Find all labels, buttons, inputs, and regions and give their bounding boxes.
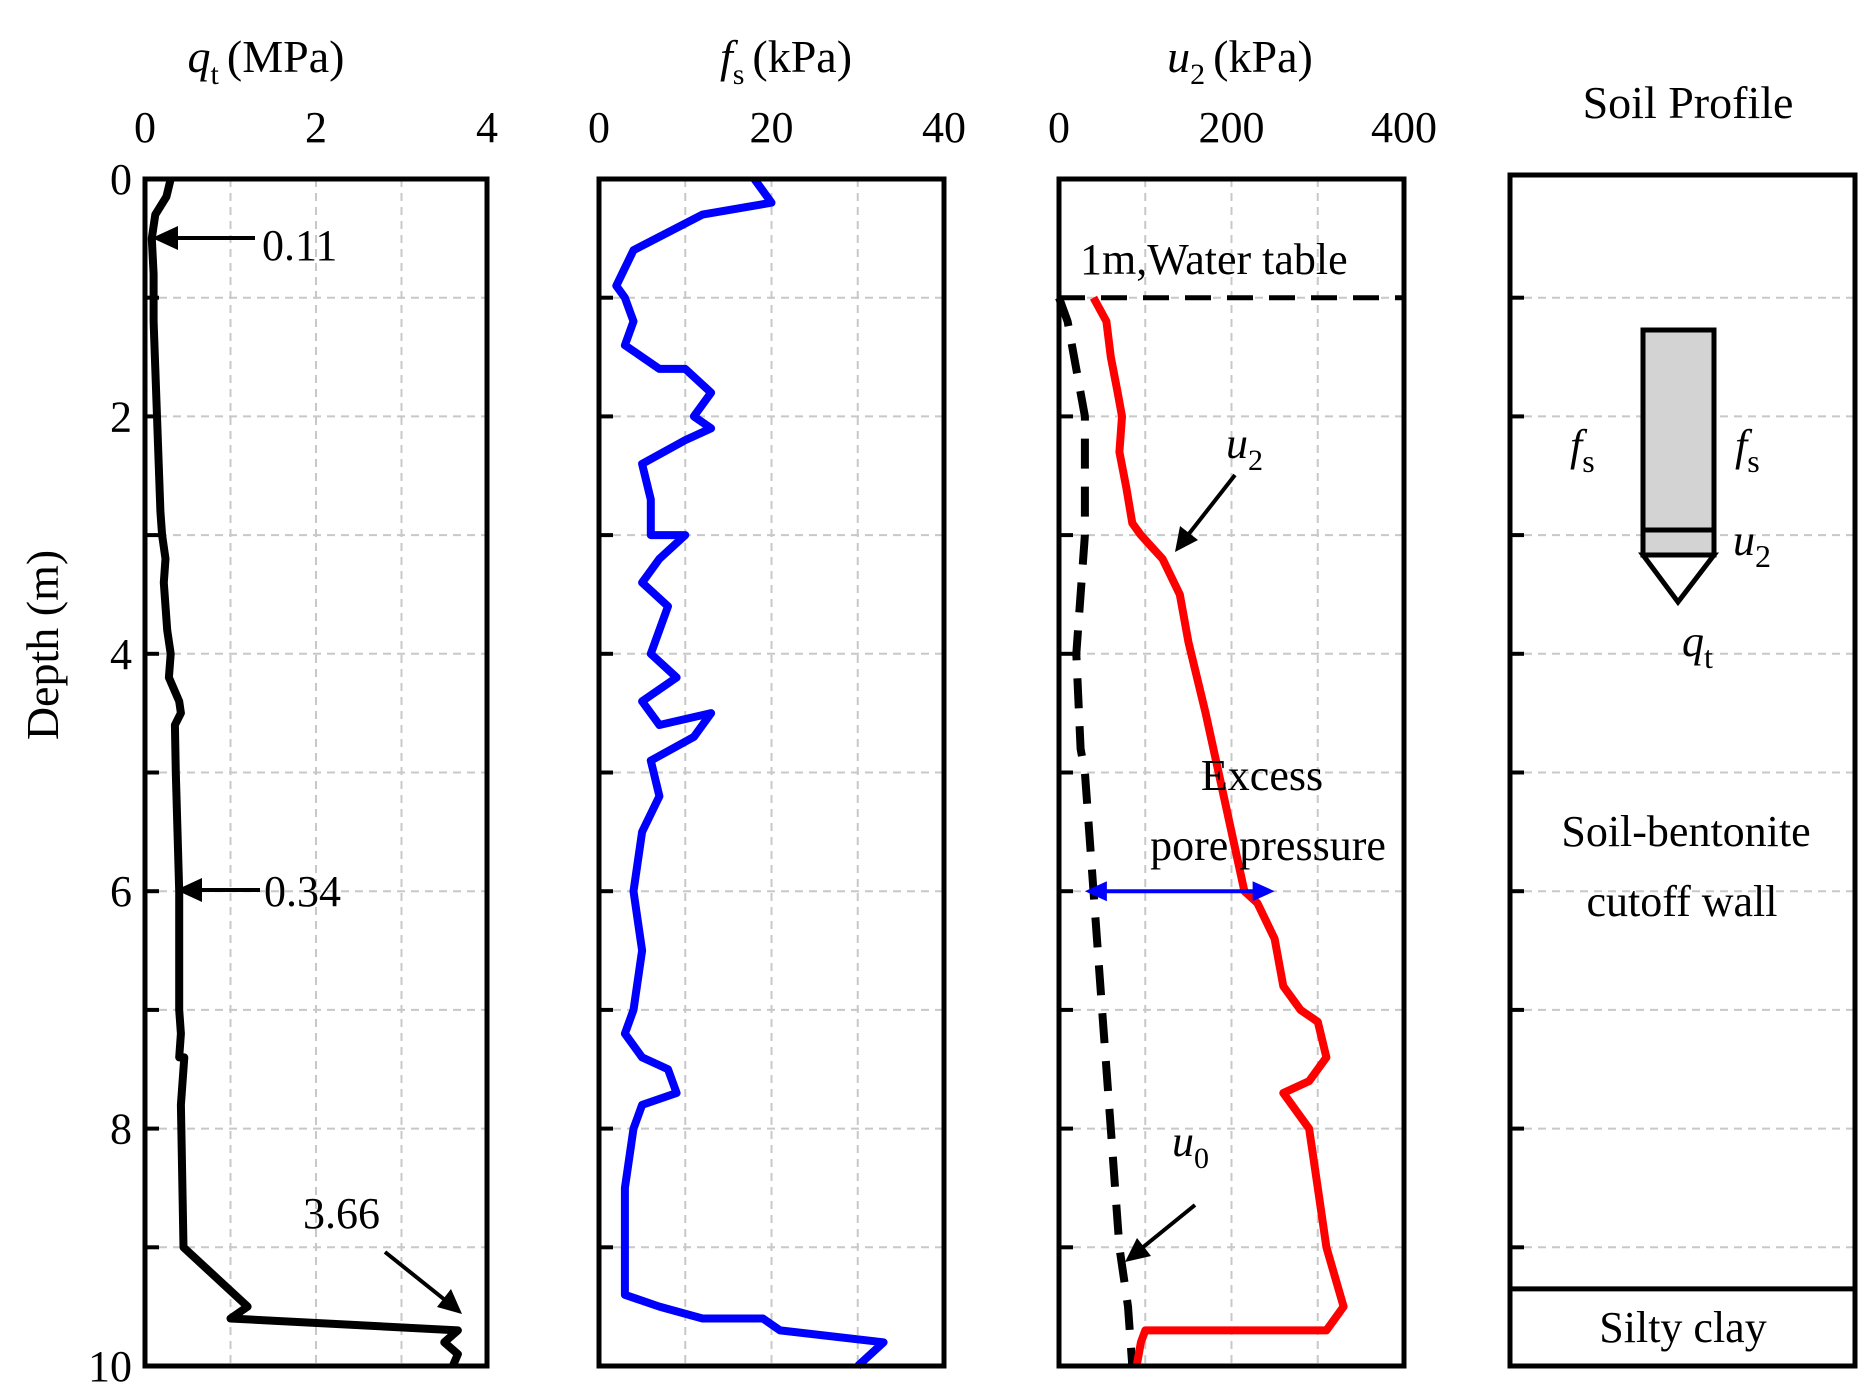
probe-u2-label: u2 bbox=[1733, 516, 1771, 574]
x-tick-label: 0 bbox=[1048, 103, 1070, 152]
qt-axis-title: qt (MPa) bbox=[188, 31, 345, 91]
u2-curve-label: u2 bbox=[1226, 419, 1263, 477]
u2-curve-arrow bbox=[1175, 473, 1237, 552]
depth-axis: Depth (m) 0 2 4 6 8 10 bbox=[17, 155, 132, 1391]
u0-line bbox=[1055, 296, 1137, 1367]
probe-fs-left-label: fs bbox=[1570, 421, 1595, 479]
x-tick-label: 0 bbox=[134, 103, 156, 152]
fs-axis-title: fs (kPa) bbox=[720, 31, 852, 91]
water-table-label: 1m,Water table bbox=[1080, 235, 1348, 284]
excess-pore-pressure-arrow bbox=[1084, 881, 1275, 902]
fs-line bbox=[612, 176, 888, 1369]
excess-arrow-head-right bbox=[1252, 881, 1275, 902]
soil-profile-panel: Soil Profile fs fs u2 qt Soil-bentonite … bbox=[1507, 77, 1858, 1369]
u2-frame bbox=[1056, 176, 1407, 1369]
qt-annotation-min-label: 0.11 bbox=[262, 221, 337, 270]
probe-fs-right-label: fs bbox=[1735, 421, 1760, 479]
qt-annotation-min: 0.11 bbox=[152, 221, 337, 270]
depth-tick-label: 2 bbox=[110, 392, 132, 441]
x-tick-label: 400 bbox=[1371, 103, 1437, 152]
x-tick-label: 40 bbox=[922, 103, 966, 152]
qt-annotation-max-label: 3.66 bbox=[303, 1189, 380, 1238]
soil-profile-frame bbox=[1507, 172, 1858, 1369]
fs-frame bbox=[596, 176, 947, 1369]
x-tick-label: 4 bbox=[476, 103, 498, 152]
x-tick-label: 200 bbox=[1199, 103, 1265, 152]
cpt-probe-illustration bbox=[1638, 327, 1720, 607]
layer-cutoff-wall-line2: cutoff wall bbox=[1586, 877, 1777, 926]
qt-line bbox=[147, 178, 462, 1368]
u2-axis-title: u2 (kPa) bbox=[1167, 31, 1313, 91]
probe-cone bbox=[1638, 552, 1720, 607]
qt-panel: qt (MPa) 0 2 4 0.11 0.34 3.66 bbox=[134, 31, 498, 1369]
qt-annotation-mid: 0.34 bbox=[176, 867, 341, 916]
excess-label: Excess bbox=[1201, 751, 1323, 800]
x-tick-label: 20 bbox=[750, 103, 794, 152]
depth-axis-title: Depth (m) bbox=[17, 550, 68, 740]
depth-tick-label: 0 bbox=[110, 155, 132, 204]
depth-tick-label: 6 bbox=[110, 867, 132, 916]
layer-silty-clay: Silty clay bbox=[1599, 1303, 1766, 1352]
soil-profile-title: Soil Profile bbox=[1583, 77, 1794, 128]
depth-tick-label: 10 bbox=[88, 1342, 132, 1391]
pore-pressure-label: pore pressure bbox=[1150, 821, 1386, 870]
layer-cutoff-wall-line1: Soil-bentonite bbox=[1561, 807, 1810, 856]
excess-arrow-head-left bbox=[1084, 881, 1107, 902]
probe-qt-label: qt bbox=[1682, 617, 1713, 675]
x-tick-label: 2 bbox=[305, 103, 327, 152]
probe-filter bbox=[1640, 527, 1717, 558]
probe-sleeve bbox=[1640, 327, 1717, 533]
u0-curve-arrow bbox=[1125, 1203, 1197, 1262]
depth-tick-label: 8 bbox=[110, 1105, 132, 1154]
u2-panel: u2 (kPa) 0 200 400 1m,Water table Excess po… bbox=[1048, 31, 1437, 1369]
qt-annotation-mid-label: 0.34 bbox=[264, 867, 341, 916]
u0-curve-label: u0 bbox=[1172, 1117, 1209, 1175]
qt-annotation-max: 3.66 bbox=[303, 1189, 462, 1314]
depth-tick-label: 4 bbox=[110, 630, 132, 679]
fs-panel: fs (kPa) 0 20 40 bbox=[588, 31, 966, 1369]
x-tick-label: 0 bbox=[588, 103, 610, 152]
qt-frame bbox=[142, 176, 490, 1369]
